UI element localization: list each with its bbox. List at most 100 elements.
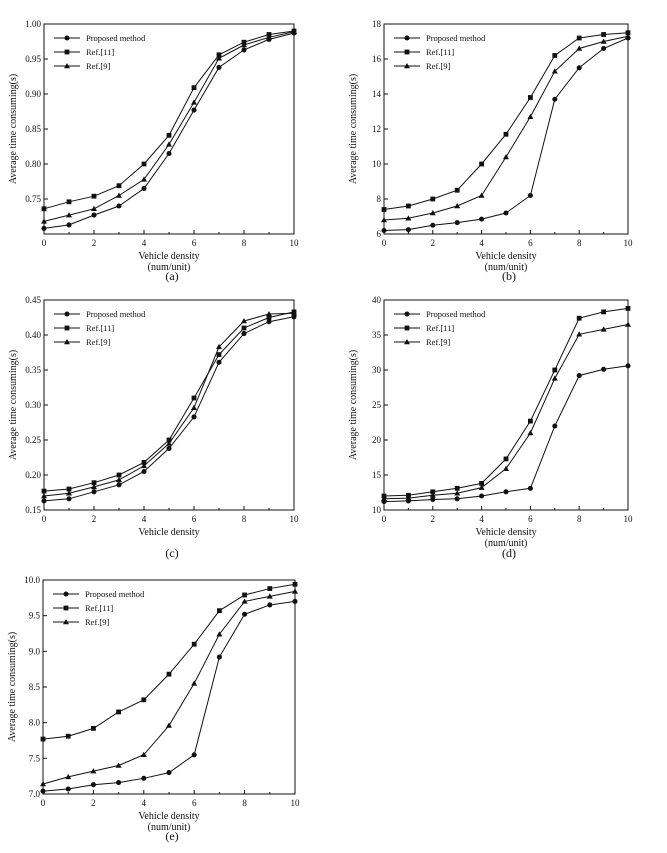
data-point <box>91 205 97 212</box>
chart-panel-a: 0 2 4 6 8 10 0.75 0.80 0.85 0.90 0.95 1.00 Average t… <box>0 12 330 292</box>
data-point <box>429 210 436 216</box>
y-tick-label: 6 <box>377 229 382 239</box>
data-point <box>381 217 387 223</box>
y-tick-label: 8 <box>377 194 382 204</box>
data-point <box>116 203 122 209</box>
x-tick-label: 10 <box>291 798 301 808</box>
data-point <box>216 52 222 58</box>
data-point <box>576 35 582 41</box>
data-point <box>241 42 247 48</box>
data-point <box>625 33 631 39</box>
legend-label: Ref.[11] <box>85 603 113 613</box>
data-point <box>266 34 272 40</box>
y-tick-label: 9.5 <box>29 611 41 621</box>
y-tick-label: 18 <box>372 19 382 29</box>
legend-marker <box>64 325 70 331</box>
panel-caption: (a) <box>165 269 178 283</box>
legend: Proposed method Ref.[11] Ref.[9] <box>394 309 486 347</box>
x-tick-label: 6 <box>192 798 197 808</box>
legend-label: Ref.[9] <box>426 337 450 347</box>
series-triangle <box>41 28 297 224</box>
data-point <box>266 593 273 599</box>
chart-d: 0 2 4 6 8 10 10 15 20 25 30 35 40 Average time consum… <box>348 295 633 560</box>
data-point <box>601 32 606 37</box>
data-point <box>527 113 534 119</box>
data-point <box>166 132 172 138</box>
data-point <box>241 598 248 604</box>
data-point <box>90 768 97 774</box>
data-point <box>430 196 436 202</box>
y-axis-label: Average time consuming(s) <box>7 632 18 742</box>
data-point <box>292 588 298 594</box>
x-axis-unit-label: (num/unit) <box>485 262 528 273</box>
data-point <box>141 775 147 781</box>
series-square <box>41 309 297 494</box>
x-tick-label: 8 <box>242 798 247 808</box>
x-tick-label: 2 <box>92 514 97 524</box>
data-point <box>66 212 72 218</box>
data-point <box>40 781 46 787</box>
series-line <box>383 365 629 503</box>
data-point <box>625 30 631 36</box>
x-axis-label: Vehicle density <box>475 251 536 262</box>
data-point <box>266 315 272 320</box>
legend-label: Ref.[9] <box>426 61 450 71</box>
series-line <box>42 600 296 792</box>
data-point <box>291 310 297 316</box>
data-point <box>91 480 97 486</box>
data-point <box>430 222 436 228</box>
data-point <box>140 751 147 758</box>
data-point <box>191 99 197 105</box>
data-point <box>115 762 122 768</box>
data-point <box>552 53 558 58</box>
data-point <box>166 440 172 446</box>
x-axis-label: Vehicle density <box>138 251 199 262</box>
legend-label: Proposed method <box>426 309 486 319</box>
legend-marker <box>404 325 410 331</box>
data-point <box>41 225 47 231</box>
data-point <box>454 203 461 209</box>
data-point <box>166 770 172 776</box>
y-tick-label: 0.95 <box>25 54 41 64</box>
x-tick-label: 6 <box>528 514 533 524</box>
data-point <box>191 395 197 401</box>
x-tick-label: 8 <box>577 238 582 248</box>
x-tick-label: 4 <box>479 238 484 248</box>
data-point <box>116 476 122 483</box>
data-point <box>41 206 47 212</box>
data-point <box>528 418 533 424</box>
data-point <box>429 492 436 498</box>
y-axis-label: Average time consuming(s) <box>8 350 19 460</box>
data-point <box>381 207 387 212</box>
x-tick-label: 0 <box>42 514 47 524</box>
data-point <box>601 366 607 372</box>
legend-marker <box>64 339 70 345</box>
data-point <box>405 227 411 233</box>
data-point <box>216 64 222 70</box>
data-point <box>90 782 96 788</box>
x-tick-label: 2 <box>431 514 436 524</box>
x-tick-label: 6 <box>192 514 197 524</box>
legend: Proposed method Ref.[11] Ref.[9] <box>54 309 146 347</box>
series-line <box>42 590 296 785</box>
data-point <box>406 203 411 209</box>
legend: Proposed method Ref.[11] Ref.[9] <box>394 33 486 71</box>
y-tick-label: 40 <box>372 295 382 305</box>
data-point <box>41 488 47 494</box>
series-triangle <box>381 33 631 223</box>
series-line <box>383 32 629 210</box>
y-axis-label: Average time consuming(s) <box>348 350 359 460</box>
legend-marker <box>404 49 410 55</box>
data-point <box>242 592 247 598</box>
panel-caption: (b) <box>502 269 516 283</box>
chart-panel-c: 0 2 4 6 8 10 0.15 0.20 0.25 0.30 0.35 0.40 0.45 Avera… <box>0 292 330 569</box>
legend-marker <box>64 49 70 55</box>
series-circle <box>40 598 298 794</box>
data-point <box>527 485 533 491</box>
data-point <box>625 363 631 369</box>
data-point <box>41 493 47 499</box>
data-point <box>291 28 297 34</box>
series-circle <box>381 35 631 234</box>
chart-e: 0 2 4 6 8 10 7.0 7.5 8.0 8.5 9.0 9.5 10.0 Average tim… <box>7 575 301 843</box>
data-point <box>576 315 582 321</box>
